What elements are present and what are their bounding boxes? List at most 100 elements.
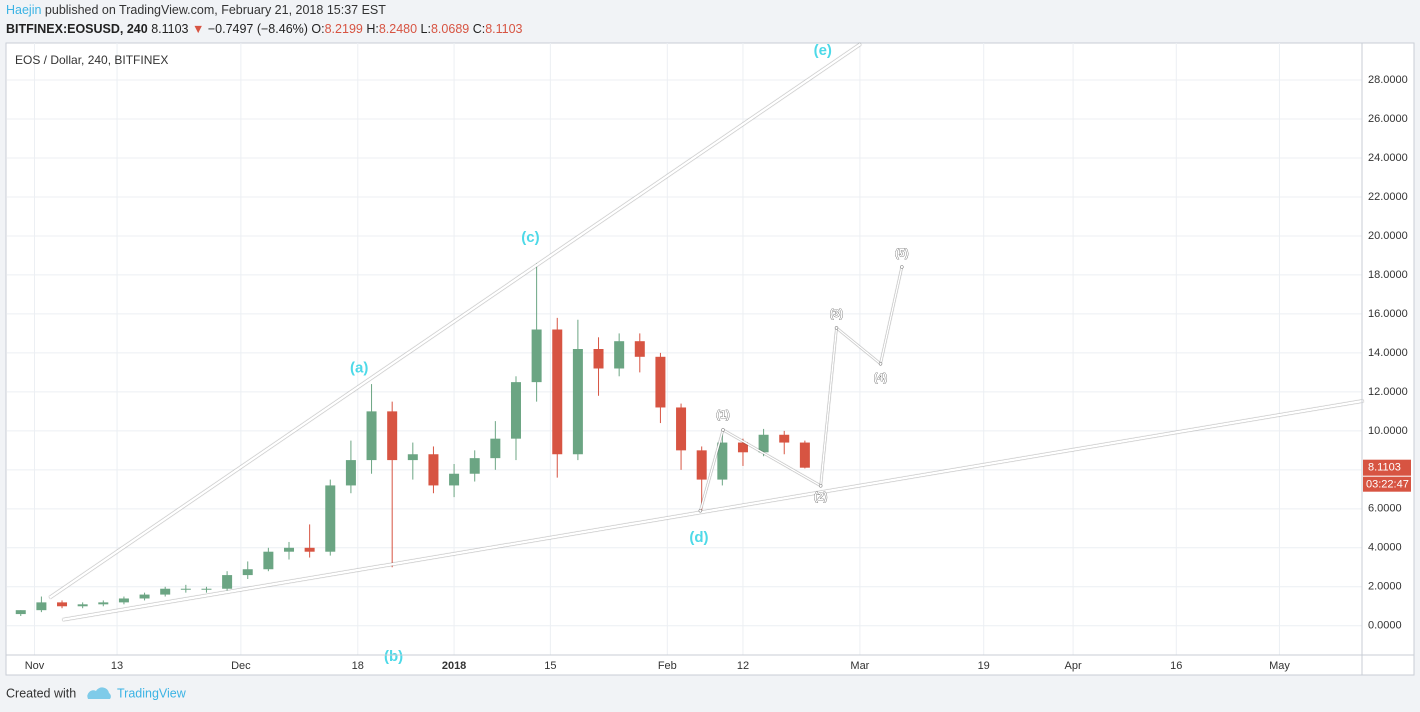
y-tick-label: 28.0000 [1368,74,1408,86]
wave-label: (5) [895,247,909,259]
x-tick-label: Apr [1065,660,1082,672]
wave-label: (e) [814,42,832,59]
change: −0.7497 (−8.46%) [208,22,308,36]
chart-panel [5,42,1415,676]
x-tick-label: 13 [111,660,123,672]
y-tick-label: 16.0000 [1368,308,1408,320]
close: 8.1103 [485,22,522,36]
x-tick-label: 18 [352,660,364,672]
chart-title: EOS / Dollar, 240, BITFINEX [15,53,168,67]
wave-label: (b) [384,648,403,665]
wave-point [721,428,725,432]
candle-body [284,547,295,552]
candle-body [242,569,253,576]
candle-body [696,450,707,480]
candle-body [676,407,687,451]
open: 8.2199 [325,22,363,36]
candle-body [799,442,810,468]
y-tick-label: 18.0000 [1368,269,1408,281]
candle-body [717,442,728,480]
wave-label: (3) [830,308,844,320]
y-tick-label: 4.0000 [1368,542,1402,554]
candle-body [737,442,748,453]
candle-body [510,382,521,439]
x-tick-label: May [1269,660,1290,672]
candle-body [490,438,501,459]
trendline [62,399,1364,621]
candle-body [366,411,377,461]
y-tick-label: 6.0000 [1368,503,1402,515]
x-tick-label: 2018 [442,660,466,672]
countdown-bg [1363,476,1411,492]
candle-body [449,473,460,486]
wave-point [900,265,904,269]
wave-label: (4) [874,372,888,384]
y-tick-label: 14.0000 [1368,347,1408,359]
candle-body [387,411,398,461]
price-tag-bg [1363,459,1411,476]
x-tick-label: Mar [850,660,869,672]
y-tick-label: 20.0000 [1368,230,1408,242]
candle-body [758,434,769,453]
y-tick-label: 0.0000 [1368,620,1402,632]
candle-body [57,602,68,607]
wave-label: (c) [521,229,539,246]
h-label: H: [366,22,379,36]
countdown: 03:22:47 [1366,479,1409,491]
candle-body [201,588,212,590]
candle-body [98,602,109,605]
candle-body [572,349,583,455]
symbol-line: BITFINEX:EOSUSD, 240 8.1103 ▼ −0.7497 (−… [6,22,523,36]
candle-body [118,598,129,603]
footer-brand[interactable]: TradingView [117,686,187,700]
candle-body [634,341,645,357]
o-label: O: [311,22,324,36]
header-line: Haejin published on TradingView.com, Feb… [6,3,386,17]
x-tick-label: Nov [25,660,45,672]
y-tick-label: 2.0000 [1368,581,1402,593]
logo [87,687,111,699]
wave-path [699,266,903,511]
x-tick-label: Dec [231,660,251,672]
high: 8.2480 [379,22,417,36]
candle-body [139,594,150,599]
candle-body [180,588,191,590]
y-tick-label: 12.0000 [1368,386,1408,398]
y-tick-label: 22.0000 [1368,191,1408,203]
candle-body [263,551,274,570]
footer-created: Created with [6,686,76,700]
x-tick-label: 12 [737,660,749,672]
low: 8.0689 [431,22,469,36]
wave-label: (2) [814,491,828,503]
price-tag: 8.1103 [1368,462,1401,474]
x-tick-label: 15 [544,660,556,672]
candle-body [779,434,790,443]
last: 8.1103 [151,22,188,36]
wave-label: (a) [350,359,368,376]
arrow: ▼ [192,22,204,36]
wave-point [818,484,823,488]
author[interactable]: Haejin [6,3,41,17]
candle-body [655,356,666,408]
x-tick-label: Feb [658,660,677,672]
candle-body [345,460,356,486]
candle-body [614,341,625,369]
published: published on TradingView.com, February 2… [45,3,386,17]
candle-body [36,602,47,611]
wave-point [698,509,703,513]
wave-point [834,326,839,330]
wave-label: (d) [689,529,708,546]
symbol: BITFINEX:EOSUSD, 240 [6,22,148,36]
wave-point [878,362,883,366]
candle-body [160,588,171,595]
candle-body [469,458,480,474]
candle-body [325,485,336,552]
x-tick-label: 19 [978,660,990,672]
c-label: C: [473,22,486,36]
candle-body [531,329,542,383]
candle-body [77,604,88,607]
y-tick-label: 26.0000 [1368,113,1408,125]
candle-body [552,329,563,455]
